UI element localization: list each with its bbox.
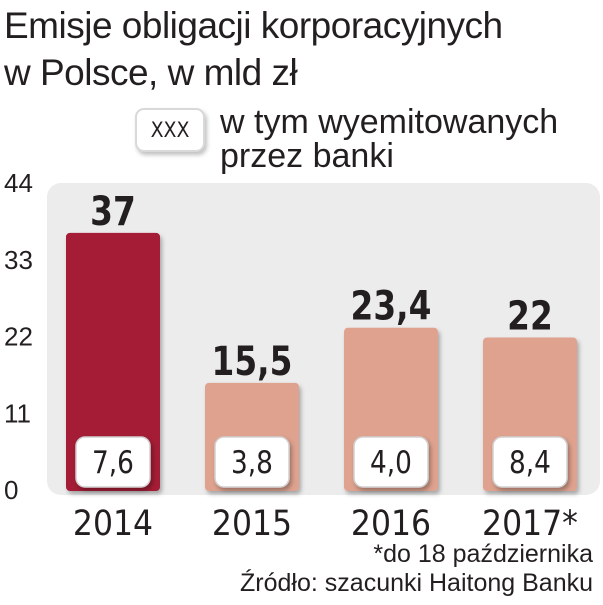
- bar-value-label-2017*: 22: [507, 292, 553, 339]
- x-tick-label-2015: 2015: [212, 502, 292, 543]
- chart-title: Emisje obligacji korporacyjnych w Polsce…: [4, 2, 599, 96]
- y-tick-label-44: 44: [4, 168, 33, 198]
- y-tick-label-11: 11: [4, 398, 31, 428]
- legend-text-line-2: przez banki: [220, 137, 394, 175]
- legend-sample-box: XXX: [135, 108, 205, 152]
- y-tick-label-0: 0: [4, 475, 18, 505]
- chart-title-line-1: Emisje obligacji korporacyjnych: [4, 5, 503, 46]
- chart-title-line-2: w Polsce, w mld zł: [4, 52, 298, 93]
- bar-value-label-2016: 23,4: [351, 283, 432, 330]
- bar-value-label-2014: 37: [90, 188, 136, 235]
- sub-value-box-2017*: [492, 436, 568, 488]
- sub-value-label-2014: 7,6: [92, 444, 134, 481]
- legend-text: w tym wyemitowanych przez banki: [220, 105, 600, 173]
- bar-value-label-2015: 15,5: [212, 338, 293, 385]
- sub-value-box-2015: [214, 436, 290, 488]
- bar-2014: [66, 232, 160, 491]
- sub-value-box-2016: [353, 436, 429, 488]
- legend-text-line-1: w tym wyemitowanych: [220, 103, 559, 141]
- x-tick-label-2017*: 2017*: [482, 502, 578, 543]
- sub-value-label-2015: 3,8: [231, 444, 273, 481]
- sub-value-box-2014: [75, 436, 151, 488]
- y-tick-label-33: 33: [4, 245, 33, 275]
- footnote-date: *do 18 października: [373, 540, 593, 568]
- sub-value-label-2017*: 8,4: [509, 444, 551, 481]
- plot-panel: [47, 183, 600, 495]
- footnote-source: Źródło: szacunki Haitong Banku: [240, 569, 593, 597]
- y-tick-label-22: 22: [4, 322, 33, 352]
- sub-value-label-2016: 4,0: [370, 444, 412, 481]
- x-tick-label-2014: 2014: [73, 502, 153, 543]
- x-tick-label-2016: 2016: [351, 502, 431, 543]
